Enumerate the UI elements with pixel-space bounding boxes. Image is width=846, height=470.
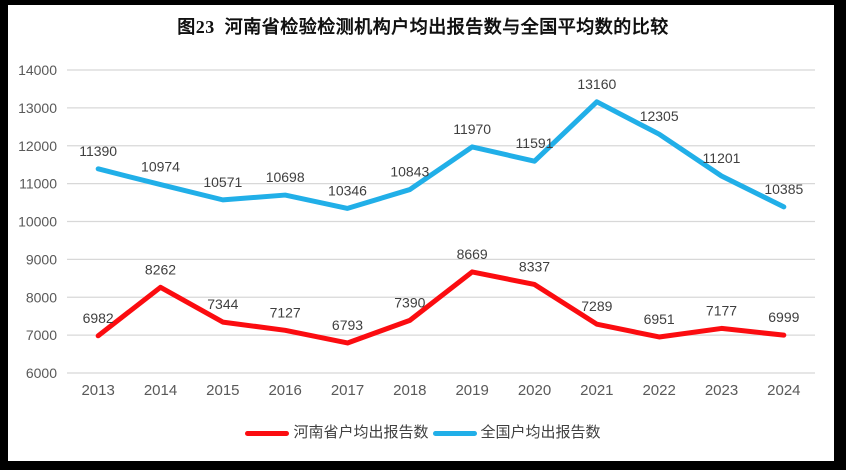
svg-text:2022: 2022: [642, 382, 675, 399]
legend-item-national: 全国户均出报告数: [432, 423, 601, 443]
svg-text:14000: 14000: [18, 62, 57, 78]
svg-text:10843: 10843: [390, 164, 429, 180]
y-axis-labels: 6000 7000 8000 9000 10000 11000 12000 13000 1400…: [18, 62, 57, 381]
legend-swatch-henan: [245, 430, 290, 436]
svg-text:12000: 12000: [18, 138, 57, 154]
svg-text:13160: 13160: [577, 76, 616, 92]
svg-text:10571: 10571: [203, 174, 242, 190]
svg-text:2017: 2017: [331, 382, 364, 399]
svg-text:6951: 6951: [644, 311, 675, 327]
svg-text:2020: 2020: [518, 382, 551, 399]
chart-title: 图23 河南省检验检测机构户均出报告数与全国平均数的比较: [177, 17, 669, 37]
svg-text:8669: 8669: [457, 246, 488, 262]
svg-text:2021: 2021: [580, 382, 613, 399]
svg-text:6982: 6982: [83, 310, 114, 326]
chart-legend: 河南省户均出报告数 全国户均出报告数: [0, 423, 846, 443]
data-labels-henan: 6982 8262 7344 7127 6793 7390 8669 8337 7289 6951…: [83, 246, 800, 333]
svg-text:11390: 11390: [79, 143, 117, 159]
svg-text:7127: 7127: [270, 304, 301, 320]
svg-text:2019: 2019: [455, 382, 488, 399]
svg-text:10698: 10698: [266, 169, 305, 185]
svg-text:10385: 10385: [764, 181, 803, 197]
svg-text:10346: 10346: [328, 182, 367, 198]
svg-text:11201: 11201: [703, 150, 741, 166]
x-axis-labels: 2013 2014 2015 2016 2017 2018 2019 2020 2021 2022…: [81, 382, 800, 399]
svg-text:2014: 2014: [144, 382, 177, 399]
svg-text:10974: 10974: [141, 159, 180, 175]
series-line-national: [95, 99, 787, 211]
svg-text:2015: 2015: [206, 382, 239, 399]
svg-text:13000: 13000: [18, 100, 57, 116]
svg-text:2018: 2018: [393, 382, 426, 399]
svg-text:11000: 11000: [19, 176, 57, 192]
data-labels-national: 11390 10974 10571 10698 10346 10843 11970 11591…: [79, 76, 803, 199]
svg-text:9000: 9000: [26, 251, 57, 267]
svg-text:8000: 8000: [26, 289, 57, 305]
svg-text:2023: 2023: [705, 382, 738, 399]
svg-text:11970: 11970: [453, 121, 491, 137]
legend-item-henan: 河南省户均出报告数: [245, 423, 429, 443]
svg-text:12305: 12305: [640, 108, 679, 124]
svg-text:11591: 11591: [516, 135, 554, 151]
svg-text:2016: 2016: [268, 382, 301, 399]
svg-text:7000: 7000: [26, 327, 57, 343]
legend-swatch-national: [432, 430, 477, 436]
svg-text:7344: 7344: [207, 296, 238, 312]
svg-text:7289: 7289: [581, 298, 612, 314]
legend-label-henan: 河南省户均出报告数: [293, 424, 429, 441]
svg-text:6999: 6999: [768, 309, 799, 325]
series-line-henan: [95, 269, 787, 346]
chart-background: [8, 5, 834, 461]
svg-text:7177: 7177: [706, 302, 737, 318]
svg-text:7390: 7390: [394, 294, 425, 310]
svg-text:10000: 10000: [18, 214, 57, 230]
gridlines: [67, 69, 815, 374]
svg-text:6793: 6793: [332, 317, 363, 333]
svg-text:8262: 8262: [145, 261, 176, 277]
svg-text:2024: 2024: [767, 382, 800, 399]
legend-label-national: 全国户均出报告数: [480, 424, 601, 441]
svg-text:2013: 2013: [81, 382, 114, 399]
svg-text:6000: 6000: [26, 365, 57, 381]
svg-text:8337: 8337: [519, 258, 550, 274]
